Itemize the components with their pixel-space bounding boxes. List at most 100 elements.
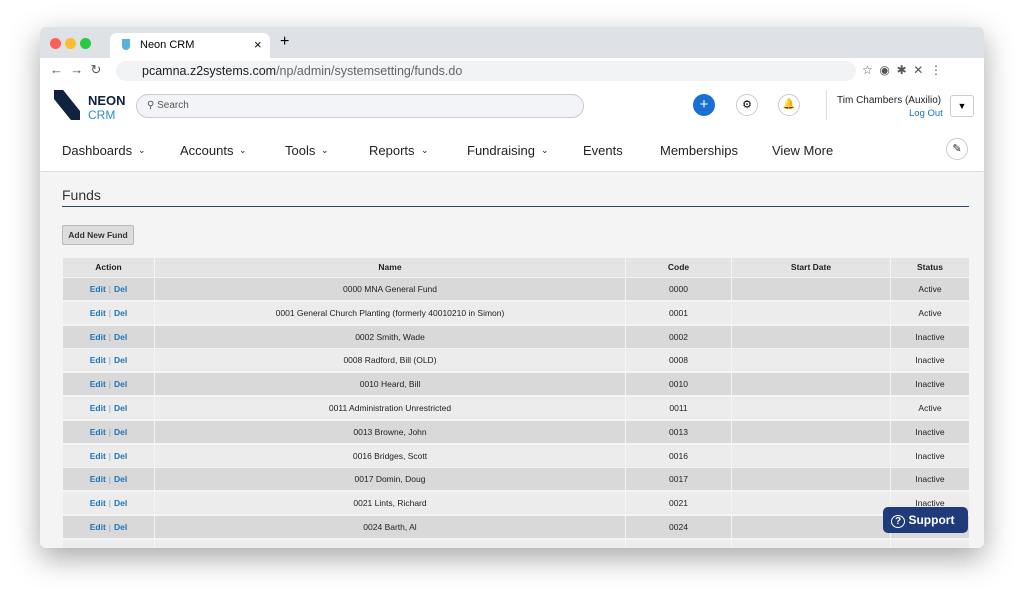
separator: |: [108, 403, 112, 413]
user-name[interactable]: Tim Chambers (Auxilio): [837, 95, 942, 106]
edit-link[interactable]: Edit: [89, 498, 106, 509]
start-date: [732, 301, 890, 324]
start-date: [732, 349, 890, 372]
fund-name: 0008 Radford, Bill (OLD): [155, 349, 625, 372]
url-path: /np/admin/systemsetting/funds.do: [276, 64, 463, 78]
del-link[interactable]: Del: [114, 546, 127, 548]
edit-link[interactable]: Edit: [89, 379, 106, 390]
del-link[interactable]: Del: [114, 450, 128, 461]
fund-status: Inactive: [891, 325, 969, 348]
del-link[interactable]: Del: [114, 379, 128, 390]
column-header[interactable]: Name: [155, 258, 625, 277]
action-cell: Edit|Del: [63, 325, 154, 348]
tab-title: Neon CRM: [140, 39, 195, 51]
add-button[interactable]: +: [693, 94, 715, 116]
tab[interactable]: Neon CRM ×: [110, 33, 270, 58]
edit-link[interactable]: Edit: [89, 426, 106, 437]
column-header[interactable]: Start Date: [732, 258, 890, 277]
nav-item[interactable]: Dashboards: [62, 143, 133, 158]
add-fund-button[interactable]: Add New Fund: [62, 225, 134, 245]
del-link[interactable]: Del: [114, 498, 128, 509]
column-header[interactable]: Code: [626, 258, 731, 277]
support-label: Support: [908, 513, 955, 527]
start-date: [732, 468, 890, 491]
column-header[interactable]: Status: [891, 258, 969, 277]
del-link[interactable]: Del: [114, 355, 128, 366]
del-link[interactable]: Del: [114, 474, 128, 485]
edit-link[interactable]: Edit: [89, 355, 106, 366]
edit-link[interactable]: Edit: [89, 331, 106, 342]
separator: |: [108, 474, 112, 485]
fund-name: 0017 Domin, Doug: [155, 468, 625, 491]
action-cell: Edit|Del: [63, 373, 154, 396]
nav-item[interactable]: Tools: [285, 143, 316, 158]
edit-link[interactable]: Edit: [89, 307, 106, 318]
url-field[interactable]: pcamna.z2systems.com/np/admin/systemsett…: [116, 61, 856, 81]
del-link[interactable]: Del: [114, 284, 128, 294]
toolbar-icons[interactable]: ☆ ◉ ✱ ✕ ⋮: [862, 63, 943, 77]
fund-code: 0001: [626, 301, 731, 324]
separator: |: [108, 331, 112, 342]
del-link[interactable]: Del: [114, 331, 128, 342]
column-header[interactable]: Action: [63, 258, 154, 277]
edit-link[interactable]: Edit: [89, 284, 106, 294]
nav-item[interactable]: Events: [583, 143, 623, 158]
edit-link[interactable]: Edit: [90, 546, 106, 548]
action-cell: Edit|Del: [63, 397, 154, 419]
edit-link[interactable]: Edit: [89, 474, 106, 485]
edit-link[interactable]: Edit: [89, 522, 106, 532]
separator: |: [108, 355, 112, 366]
action-cell: Edit|Del: [63, 539, 154, 548]
tab-bar: Neon CRM × +: [40, 27, 984, 58]
zoom-dot[interactable]: [80, 38, 91, 49]
edit-button[interactable]: ✎: [946, 138, 968, 160]
fund-status: Inactive: [891, 373, 969, 396]
fund-code: 0027: [626, 539, 731, 548]
close-dot[interactable]: [50, 38, 61, 49]
logo-top: NEON: [88, 93, 126, 108]
fund-code: 0021: [626, 492, 731, 515]
support-button[interactable]: ? Support: [883, 507, 968, 533]
start-date: [732, 444, 890, 467]
start-date: [732, 420, 890, 443]
search-placeholder: Search: [157, 100, 189, 111]
separator: |: [108, 284, 112, 294]
logout-link[interactable]: Log Out: [909, 108, 943, 119]
new-tab[interactable]: +: [280, 33, 290, 50]
logo-bottom: CRM: [88, 108, 116, 122]
user-menu[interactable]: ▼: [950, 95, 974, 117]
table-row: Edit | Del 0008 Radford, Bill (OLD) 0008 Inac…: [63, 349, 969, 372]
url-host: pcamna.z2systems.com: [142, 64, 277, 78]
del-link[interactable]: Del: [114, 307, 128, 318]
nav-item[interactable]: Accounts: [180, 143, 234, 158]
notifications-button[interactable]: 🔔: [778, 94, 800, 116]
table-row: Edit | Del 0021 Lints, Richard 0021 Inactive: [63, 492, 969, 515]
fund-name: 0001 General Church Planting (formerly 4…: [155, 301, 625, 324]
fund-status: Active: [891, 397, 969, 419]
fund-name: 0027 Farnsworth, Hal: [155, 539, 625, 548]
separator: |: [108, 450, 112, 461]
action-cell: Edit|Del: [63, 444, 154, 467]
del-link[interactable]: Del: [114, 522, 128, 532]
nav-item[interactable]: Memberships: [660, 143, 739, 158]
settings-button[interactable]: ⚙: [736, 94, 758, 116]
nav-caret: ⌄: [541, 145, 549, 155]
nav-item[interactable]: View More: [772, 143, 834, 158]
search-field[interactable]: ⚲ Search: [136, 94, 584, 118]
favicon: [122, 39, 130, 50]
del-link[interactable]: Del: [114, 426, 128, 437]
fund-code: 0011: [626, 397, 731, 419]
tab-close[interactable]: ×: [254, 37, 262, 52]
nav-item[interactable]: Reports: [369, 143, 415, 158]
edit-link[interactable]: Edit: [89, 403, 106, 413]
nav-buttons[interactable]: ← → ↻: [50, 62, 102, 77]
nav-item[interactable]: Fundraising: [467, 143, 535, 158]
fund-code: 0000: [626, 278, 731, 300]
minimize-dot[interactable]: [65, 38, 76, 49]
start-date: [732, 516, 890, 538]
nav-caret: ⌄: [239, 145, 247, 155]
del-link[interactable]: Del: [114, 403, 128, 413]
fund-name: 0013 Browne, John: [155, 420, 625, 443]
edit-link[interactable]: Edit: [89, 450, 106, 461]
